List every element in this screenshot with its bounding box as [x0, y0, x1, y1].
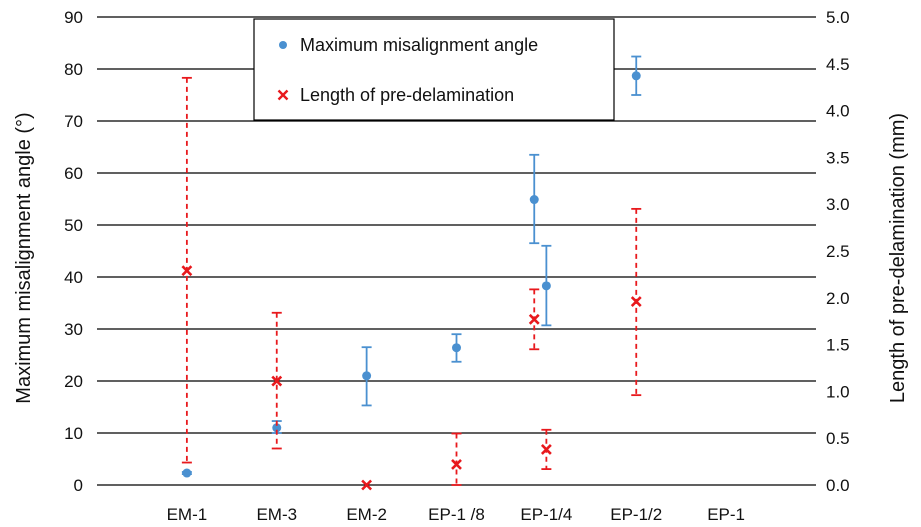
y-tick-label-right: 2.0	[826, 289, 850, 308]
data-point-angle	[631, 71, 641, 81]
y-tick-label-left: 70	[64, 112, 83, 131]
y-tick-label-left: 30	[64, 320, 83, 339]
axes: 0 10 20 30 40 50 60 70 80 90 0.0 0.5 1.0 1.5 2.0 2.5 3.0…	[64, 8, 850, 524]
y-tick-label-left: 40	[64, 268, 83, 287]
y-tick-label-right: 0.0	[826, 476, 850, 495]
legend-marker-length	[277, 89, 289, 101]
data-point-length	[361, 479, 373, 491]
y-tick-label-right: 4.0	[826, 102, 850, 121]
data-point-angle	[182, 468, 192, 478]
y-tick-label-left: 20	[64, 372, 83, 391]
data-series	[181, 55, 642, 491]
x-tick-label: EM-2	[346, 505, 387, 524]
y-tick-label-left: 50	[64, 216, 83, 235]
y-tick-label-left: 60	[64, 164, 83, 183]
y-axis-title-right: Length of pre-delamination (mm)	[887, 113, 909, 403]
legend-marker-angle	[279, 41, 287, 49]
y-tick-label-left: 90	[64, 8, 83, 27]
x-tick-label: EP-1/4	[520, 505, 572, 524]
data-point-length	[540, 444, 552, 455]
x-tick-label: EP-1 /8	[428, 505, 485, 524]
y-tick-label-right: 4.5	[826, 55, 850, 74]
data-point-angle	[452, 343, 461, 353]
data-point-length	[630, 296, 642, 307]
legend-label-length: Length of pre-delamination	[300, 85, 514, 105]
data-point-angle	[541, 281, 551, 291]
data-point-length	[528, 313, 540, 325]
x-tick-label: EM-1	[167, 505, 208, 524]
data-point-angle	[272, 423, 282, 433]
data-point-length	[271, 375, 283, 387]
y-tick-label-right: 3.0	[826, 195, 850, 214]
y-tick-label-left: 10	[64, 424, 83, 443]
y-tick-label-right: 3.5	[826, 148, 850, 167]
y-tick-label-right: 5.0	[826, 8, 850, 27]
data-point-angle	[362, 371, 372, 381]
x-tick-label: EP-1	[707, 505, 745, 524]
y-tick-label-right: 2.5	[826, 242, 850, 261]
data-point-length	[451, 458, 462, 470]
y-axis-title-left: Maximum misalignment angle (°)	[13, 112, 35, 403]
y-tick-label-left: 80	[64, 60, 83, 79]
y-tick-label-right: 1.5	[826, 336, 850, 355]
legend-box	[253, 18, 615, 121]
legend-label-angle: Maximum misalignment angle	[300, 35, 538, 55]
y-tick-label-left: 0	[74, 476, 83, 495]
data-point-angle	[529, 195, 539, 205]
x-tick-label: EM-3	[256, 505, 297, 524]
legend: Maximum misalignment angle Length of pre…	[253, 18, 615, 121]
y-tick-label-right: 0.5	[826, 429, 850, 448]
data-point-length	[181, 265, 193, 277]
y-tick-label-right: 1.0	[826, 382, 850, 401]
x-tick-label: EP-1/2	[610, 505, 662, 524]
